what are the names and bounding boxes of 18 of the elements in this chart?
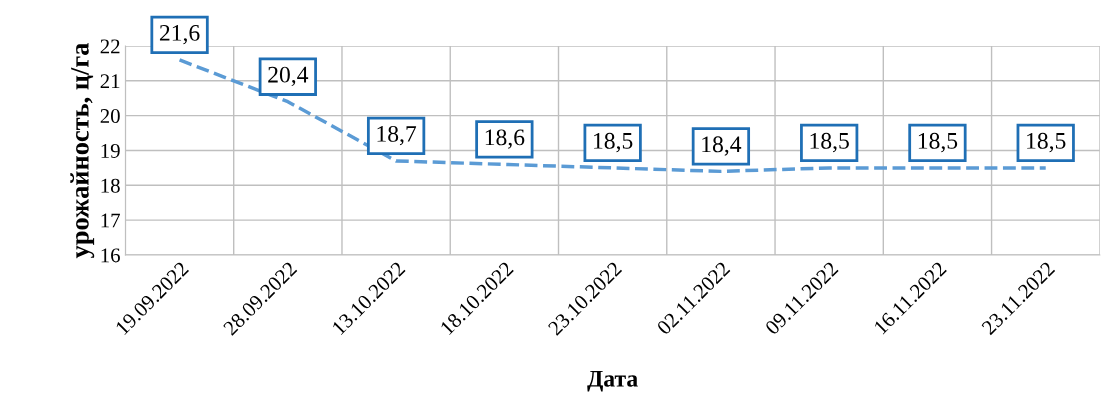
y-axis-title: урожайность, ц/га: [70, 42, 95, 259]
data-label: 18,5: [594, 132, 633, 153]
data-label: 18,5: [918, 132, 958, 153]
y-tick-label: 18: [101, 178, 120, 193]
data-label: 20,4: [268, 66, 309, 87]
data-label: 18,5: [810, 132, 849, 153]
data-label: 21,6: [159, 24, 200, 45]
y-tick-label: 17: [101, 213, 120, 228]
x-axis-title: Дата: [587, 370, 638, 392]
y-tick-label: 19: [101, 143, 120, 158]
data-label: 18,7: [377, 125, 417, 146]
y-tick-label: 21: [100, 74, 120, 89]
y-tick-label: 22: [100, 39, 120, 54]
data-label: 18,4: [702, 136, 742, 156]
y-tick-label: 20: [100, 109, 120, 124]
y-tick-label: 16: [101, 248, 120, 263]
data-label: 18,5: [1027, 132, 1066, 153]
data-label: 18,6: [485, 129, 525, 149]
